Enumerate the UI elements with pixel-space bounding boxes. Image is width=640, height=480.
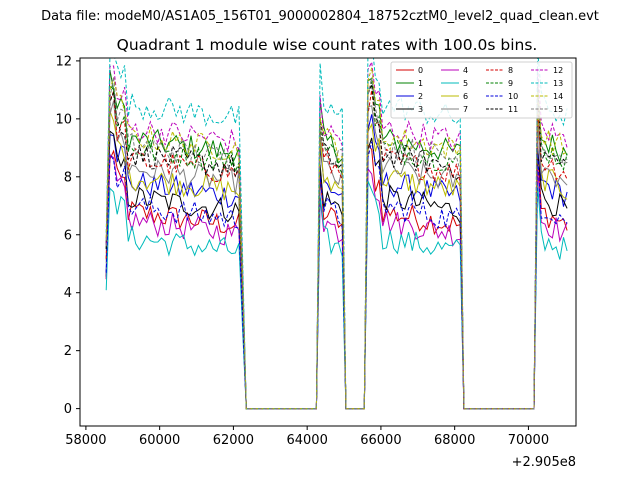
legend-label-10: 10 [508,92,518,101]
series-line-15 [105,76,568,410]
legend-label-9: 9 [508,79,513,88]
x-tick-label: 70000 [508,433,549,448]
legend-label-8: 8 [508,66,513,75]
series-line-9 [105,81,568,410]
ticks-layer: 58000 60000 62000 64000 66000 68000 70000 0 2 4 6 8… [55,54,549,448]
plot-frame [79,57,577,427]
legend-label-5: 5 [463,79,468,88]
legend-label-4: 4 [463,66,468,75]
legend-label-11: 11 [508,105,518,114]
y-tick-label: 8 [64,170,72,185]
legend-label-15: 15 [553,105,563,114]
legend-label-7: 7 [463,105,468,114]
series-line-8 [105,90,568,410]
series-line-5 [105,180,568,410]
y-tick-label: 6 [64,228,72,243]
x-tick-label: 64000 [286,433,327,448]
legend-label-12: 12 [553,66,563,75]
legend-frame [390,61,573,119]
legend-label-1: 1 [418,79,423,88]
legend-label-6: 6 [463,92,468,101]
y-tick-label: 4 [64,286,72,301]
legend-label-13: 13 [553,79,563,88]
series-layer [105,58,568,410]
series-line-11 [105,84,568,410]
legend-label-2: 2 [418,92,423,101]
chart-title: Quadrant 1 module wise count rates with … [117,36,538,54]
y-tick-label: 12 [55,54,72,69]
y-tick-label: 10 [55,112,72,127]
x-tick-label: 60000 [139,433,180,448]
legend-label-0: 0 [418,66,423,75]
series-line-3 [105,130,568,410]
legend-label-3: 3 [418,105,423,114]
x-tick-label: 68000 [434,433,475,448]
legend-label-14: 14 [553,92,563,101]
x-tick-label: 66000 [360,433,401,448]
x-offset-label: +2.905e8 [512,455,576,470]
chart-suptitle: Data file: modeM0/AS1A05_156T01_90000028… [41,9,599,24]
x-tick-label: 58000 [65,433,106,448]
y-tick-label: 0 [64,402,72,417]
y-tick-label: 2 [64,344,72,359]
series-line-14 [105,67,568,410]
series-line-1 [105,69,568,410]
series-line-7 [105,100,568,410]
x-tick-label: 62000 [213,433,254,448]
